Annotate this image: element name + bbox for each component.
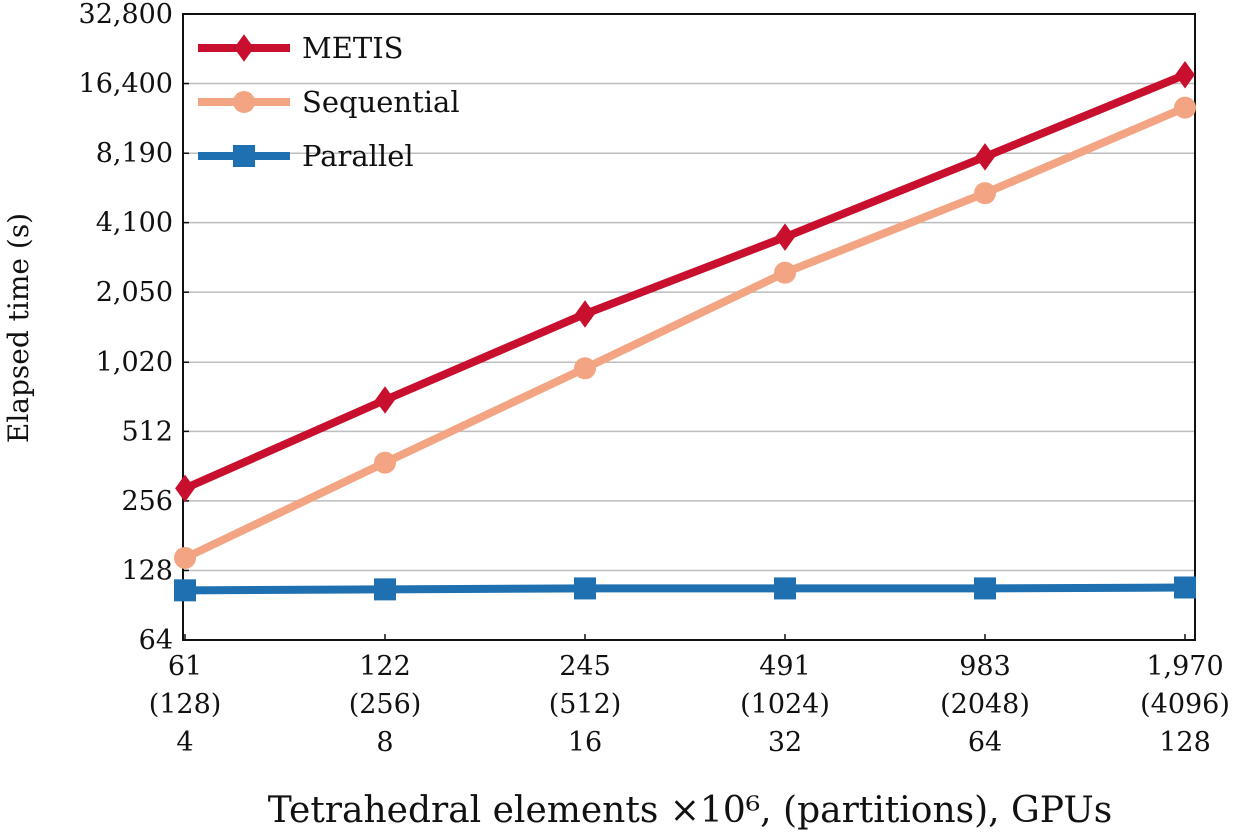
series-lines xyxy=(174,61,1196,602)
series-metis xyxy=(175,61,1195,503)
x-tick-label-elements: 245 xyxy=(559,651,611,682)
data-point-parallel xyxy=(974,577,996,600)
x-tick-label-gpus: 128 xyxy=(1159,727,1211,758)
x-tick-labels: 61 (128) 4 122 (256) 8 245 (512) 16 491 (1024) 32 98… xyxy=(149,634,1230,758)
data-point-metis xyxy=(375,386,395,414)
x-axis-label: Tetrahedral elements ×10⁶, (partitions),… xyxy=(268,790,1112,831)
series-sequential xyxy=(174,96,1196,569)
x-tick-label-partitions: (512) xyxy=(549,689,622,720)
grid-lines xyxy=(183,82,1195,572)
axes xyxy=(182,13,1196,641)
y-tick-label: 8,190 xyxy=(96,138,173,169)
series-line-sequential xyxy=(183,103,1187,562)
x-tick-label-partitions: (2048) xyxy=(940,689,1030,720)
x-tick-label-gpus: 64 xyxy=(968,727,1002,758)
y-tick-label: 512 xyxy=(121,416,173,447)
data-point-sequential xyxy=(574,357,596,380)
series-parallel xyxy=(174,576,1196,602)
x-tick-label-elements: 122 xyxy=(359,651,411,682)
data-point-parallel xyxy=(174,579,196,602)
data-point-metis xyxy=(175,474,195,503)
data-point-sequential xyxy=(374,451,396,474)
y-tick-labels: 64 128 256 512 1,020 2,050 4,100 8,190 16,400 32,… xyxy=(79,0,189,656)
legend-label: Sequential xyxy=(302,85,460,119)
data-point-metis xyxy=(575,300,595,328)
data-point-sequential xyxy=(974,182,996,205)
data-point-parallel xyxy=(574,577,596,600)
data-point-sequential xyxy=(174,546,196,569)
y-tick-label: 2,050 xyxy=(96,277,173,308)
legend-marker-parallel xyxy=(233,145,255,167)
y-tick-label: 128 xyxy=(121,555,173,586)
legend-item-sequential: Sequential xyxy=(198,85,460,119)
x-tick-label-partitions: (256) xyxy=(349,689,422,720)
x-tick-label-elements: 983 xyxy=(959,651,1011,682)
y-tick-label: 4,100 xyxy=(96,208,173,239)
data-point-metis xyxy=(775,223,795,251)
data-point-parallel xyxy=(1174,576,1196,599)
legend-item-parallel: Parallel xyxy=(198,139,414,173)
data-point-metis xyxy=(975,143,995,171)
legend-marker-metis xyxy=(234,34,254,62)
y-tick-label: 256 xyxy=(121,486,173,517)
legend-label: Parallel xyxy=(302,139,414,173)
x-tick-label-gpus: 8 xyxy=(376,727,393,758)
data-point-parallel xyxy=(774,577,796,600)
series-line-parallel xyxy=(184,583,1186,595)
x-tick-label-gpus: 16 xyxy=(568,727,602,758)
y-axis-label: Elapsed time (s) xyxy=(2,213,35,443)
legend: METIS Sequential Parallel xyxy=(198,31,460,173)
legend-item-metis: METIS xyxy=(198,31,404,65)
x-tick-label-partitions: (1024) xyxy=(740,689,830,720)
plot-frame xyxy=(182,13,1196,641)
legend-label: METIS xyxy=(302,31,404,65)
y-tick-label: 32,800 xyxy=(79,0,173,30)
y-tick-label: 16,400 xyxy=(79,69,173,100)
x-tick-label-gpus: 4 xyxy=(176,727,193,758)
x-tick-label-elements: 1,970 xyxy=(1146,651,1223,682)
data-point-sequential xyxy=(774,261,796,284)
data-point-parallel xyxy=(374,578,396,601)
legend-marker-sequential xyxy=(233,91,255,113)
x-tick-label-partitions: (4096) xyxy=(1140,689,1230,720)
series-line-metis xyxy=(183,71,1187,493)
x-tick-label-elements: 61 xyxy=(168,651,202,682)
x-tick-label-partitions: (128) xyxy=(149,689,222,720)
x-tick-label-gpus: 32 xyxy=(768,727,802,758)
data-point-metis xyxy=(1175,61,1195,89)
y-tick-label: 64 xyxy=(139,625,173,656)
data-point-sequential xyxy=(1174,96,1196,119)
x-tick-label-elements: 491 xyxy=(759,651,811,682)
y-tick-label: 1,020 xyxy=(96,347,173,378)
